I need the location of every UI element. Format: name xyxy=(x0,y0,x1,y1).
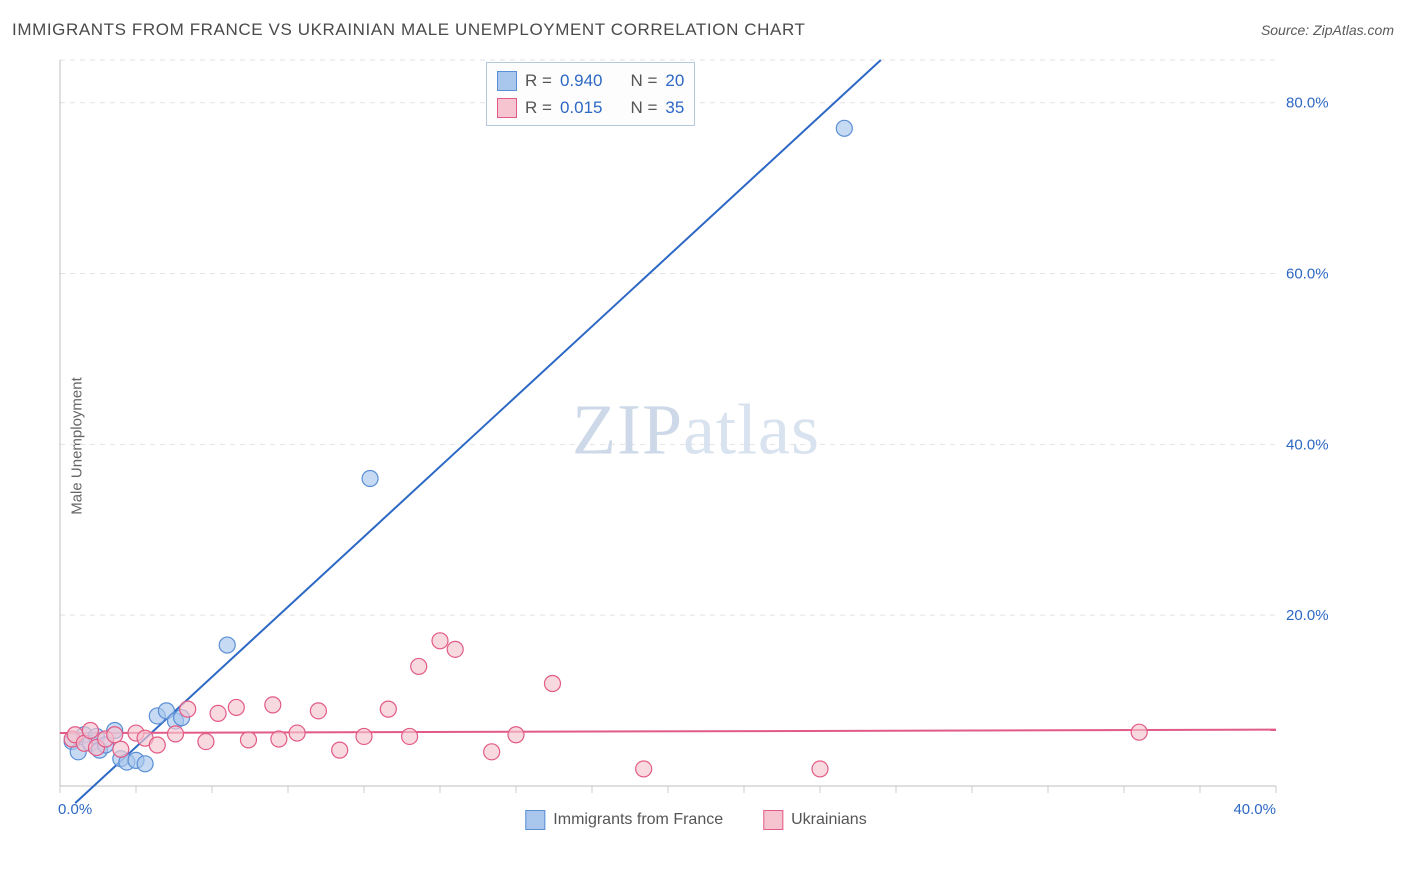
stats-row-france: R = 0.940 N = 20 xyxy=(497,67,684,94)
svg-text:80.0%: 80.0% xyxy=(1286,95,1329,112)
swatch-ukraine-icon xyxy=(763,810,783,830)
stats-row-ukraine: R = 0.015 N = 35 xyxy=(497,94,684,121)
swatch-france-icon xyxy=(525,810,545,830)
svg-text:40.0%: 40.0% xyxy=(1233,801,1276,818)
chart-title: IMMIGRANTS FROM FRANCE VS UKRAINIAN MALE… xyxy=(12,20,806,40)
legend-item-france: Immigrants from France xyxy=(525,810,723,830)
plot-area: ZIPatlas 20.0%40.0%60.0%80.0%0.0%40.0% R… xyxy=(56,56,1336,836)
swatch-france xyxy=(497,71,517,91)
svg-text:60.0%: 60.0% xyxy=(1286,266,1329,283)
svg-text:40.0%: 40.0% xyxy=(1286,436,1329,453)
svg-text:20.0%: 20.0% xyxy=(1286,607,1329,624)
svg-text:0.0%: 0.0% xyxy=(58,801,92,818)
swatch-ukraine xyxy=(497,98,517,118)
legend-item-ukraine: Ukrainians xyxy=(763,810,867,830)
bottom-legend: Immigrants from France Ukrainians xyxy=(525,810,866,830)
scatter-chart: 20.0% 40.0% 60.0% 80.0% 0.0% 40.0% xyxy=(56,56,1336,836)
title-bar: IMMIGRANTS FROM FRANCE VS UKRAINIAN MALE… xyxy=(12,20,1394,40)
source-label: Source: ZipAtlas.com xyxy=(1261,22,1394,38)
stats-legend-box: R = 0.940 N = 20 R = 0.015 N = 35 xyxy=(486,62,695,126)
